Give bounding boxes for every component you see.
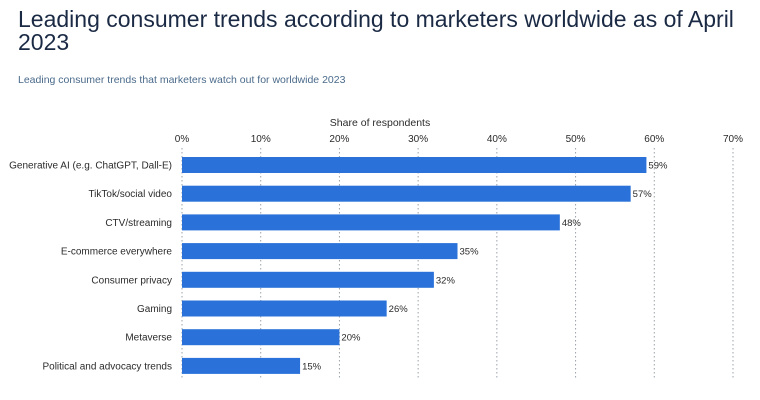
x-tick-label: 60% <box>644 134 664 145</box>
x-tick-label: 0% <box>175 134 190 145</box>
bar <box>182 357 301 374</box>
chart-title: Leading consumer trends according to mar… <box>18 6 734 55</box>
data-label: 59% <box>648 161 668 172</box>
bar <box>182 185 631 202</box>
x-axis-title: Share of respondents <box>330 117 430 129</box>
data-label: 20% <box>341 333 361 344</box>
category-label: CTV/streaming <box>105 218 172 229</box>
data-labels: 59% 57% 48% 35% 32% 26% 20% 15% <box>302 161 668 373</box>
data-label: 26% <box>389 304 409 315</box>
bar <box>182 329 340 346</box>
data-label: 32% <box>436 275 456 286</box>
chart-subtitle: Leading consumer trends that marketers w… <box>18 74 346 86</box>
bar <box>182 271 434 288</box>
category-label: Political and advocacy trends <box>42 361 172 372</box>
bar <box>182 300 387 317</box>
data-label: 57% <box>633 189 653 200</box>
x-tick-labels: 0% 10% 20% 30% 40% 50% 60% 70% <box>175 134 743 145</box>
x-tick-label: 20% <box>329 134 349 145</box>
x-tick-label: 50% <box>566 134 586 145</box>
x-tick-label: 10% <box>251 134 271 145</box>
x-tick-label: 30% <box>408 134 428 145</box>
bars <box>182 157 647 374</box>
bar <box>182 157 647 173</box>
data-label: 35% <box>460 247 480 258</box>
category-label: Generative AI (e.g. ChatGPT, Dall-E) <box>9 161 172 172</box>
data-label: 15% <box>302 361 322 372</box>
bar <box>182 214 560 231</box>
data-label: 48% <box>562 218 582 229</box>
category-label: Metaverse <box>125 333 172 344</box>
category-labels: Generative AI (e.g. ChatGPT, Dall-E) TikT… <box>9 161 172 373</box>
category-label: Consumer privacy <box>91 275 172 286</box>
category-label: Gaming <box>137 304 172 315</box>
category-label: E-commerce everywhere <box>61 247 173 258</box>
category-label: TikTok/social video <box>88 189 172 200</box>
x-tick-label: 40% <box>487 134 507 145</box>
x-tick-label: 70% <box>723 134 743 145</box>
bar <box>182 243 458 260</box>
